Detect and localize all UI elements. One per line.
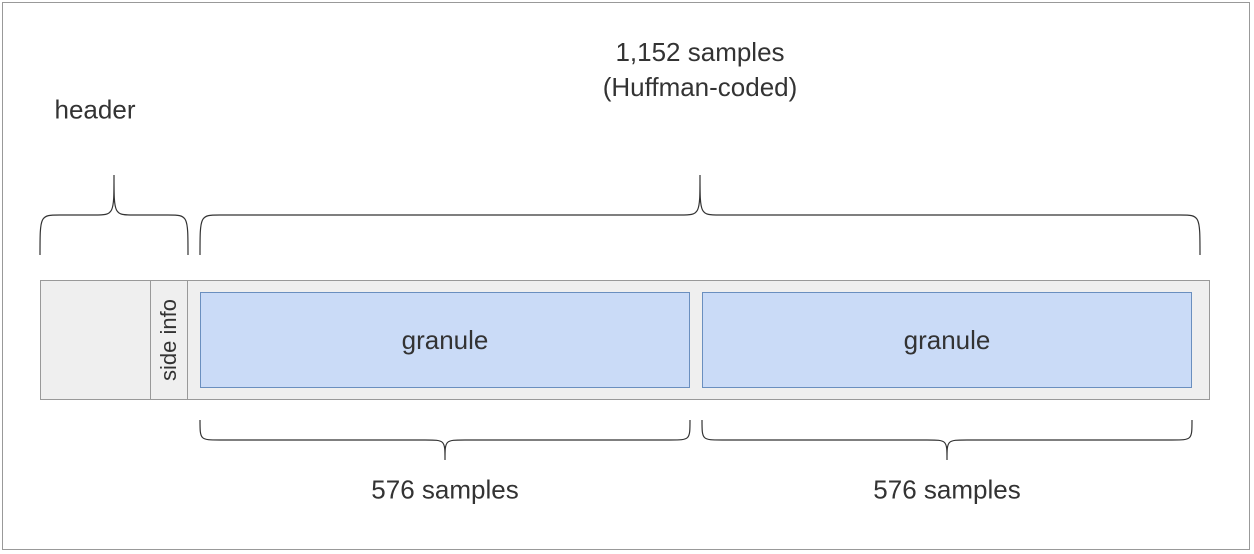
brace-header xyxy=(0,0,1254,554)
